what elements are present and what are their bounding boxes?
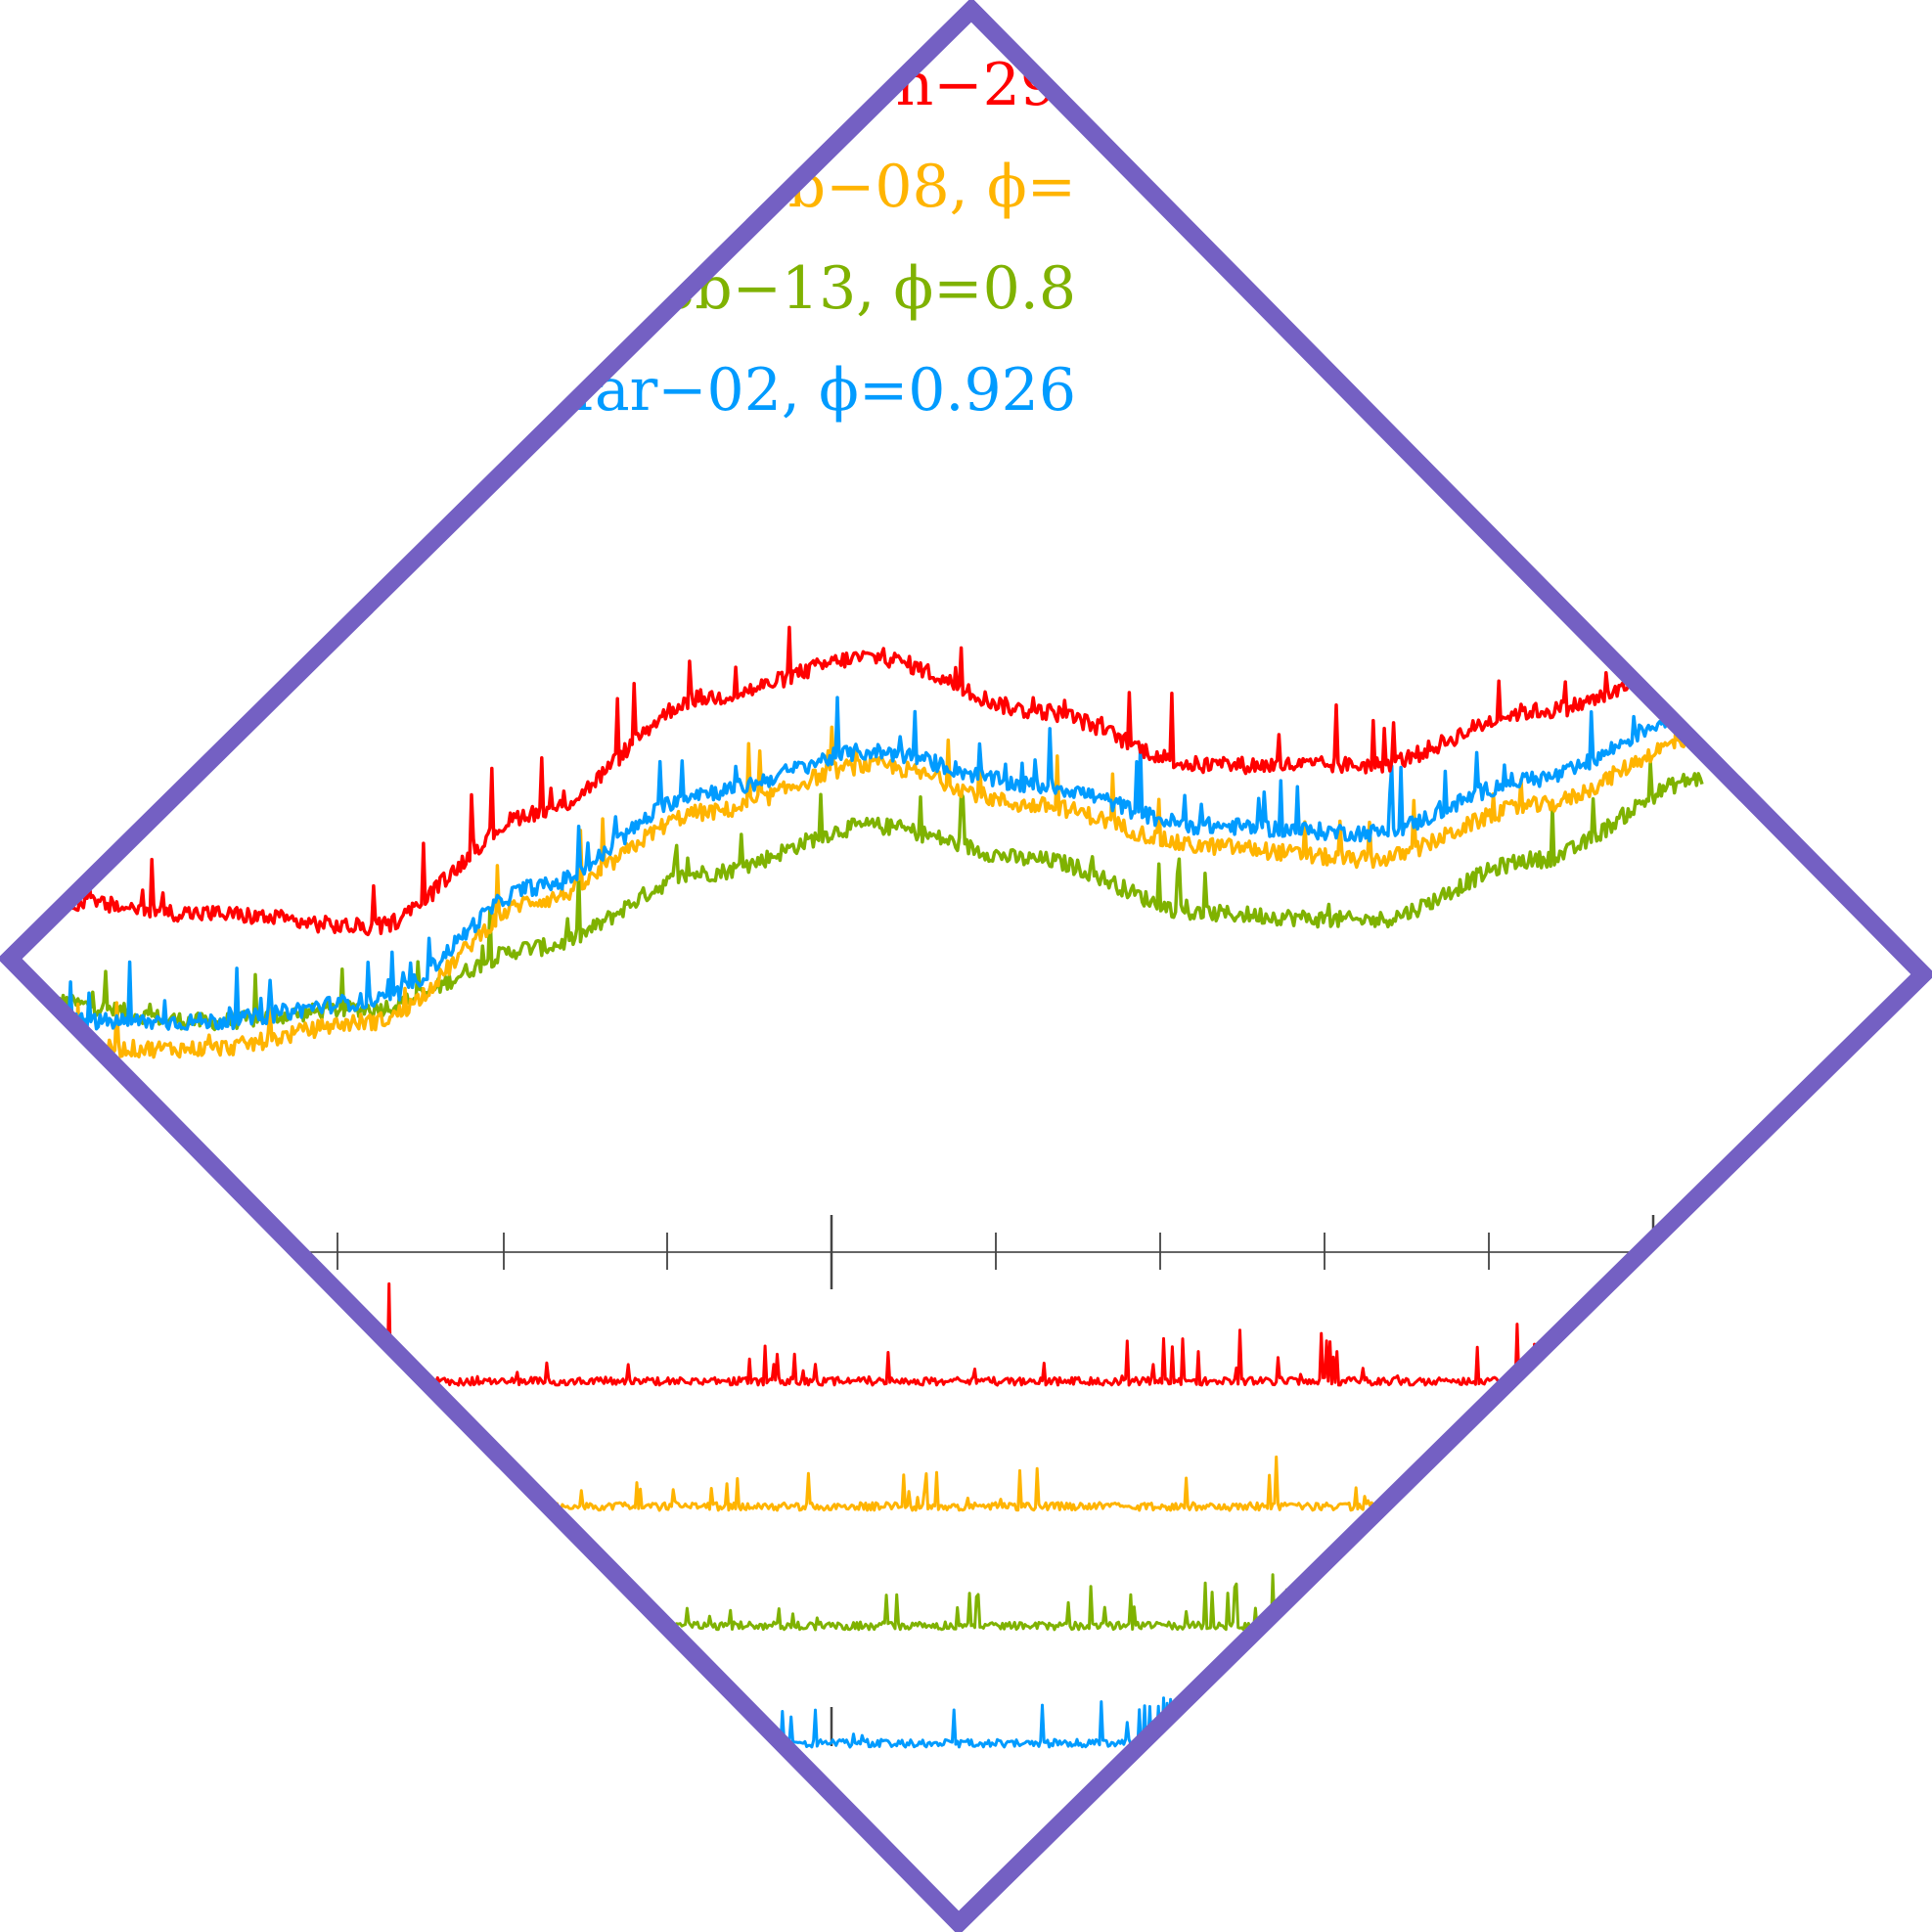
series-line-3 bbox=[37, 662, 1704, 1032]
residual-line-3 bbox=[371, 1693, 1587, 1749]
legend: n−29,Feb−08, ϕ=25−Feb−13, ϕ=0.8, 2025−Ma… bbox=[298, 51, 1076, 425]
series-line-2 bbox=[38, 759, 1704, 1032]
legend-entry-3: , 2025−Mar−02, ϕ=0.926 bbox=[298, 356, 1076, 425]
residual-line-2 bbox=[370, 1573, 1585, 1632]
series-line-1 bbox=[37, 719, 1704, 1059]
panel-axis bbox=[39, 1215, 1898, 1746]
plot-area: n−29,Feb−08, ϕ=25−Feb−13, ϕ=0.8, 2025−Ma… bbox=[37, 51, 1898, 1846]
legend-entry-2: 25−Feb−13, ϕ=0.8 bbox=[499, 254, 1076, 323]
series-line-0 bbox=[37, 625, 1703, 937]
top-panel-series bbox=[37, 625, 1704, 1059]
residual-line-0 bbox=[371, 1281, 1587, 1387]
